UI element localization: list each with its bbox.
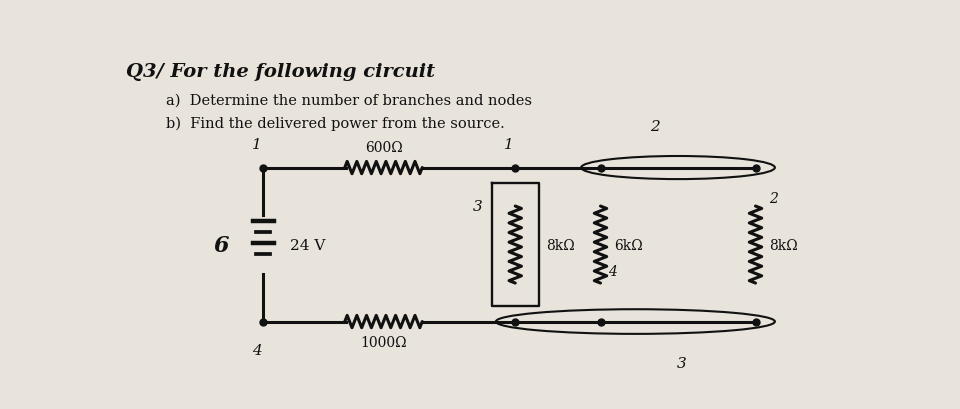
- Text: Q3/ For the following circuit: Q3/ For the following circuit: [126, 63, 435, 81]
- Text: 8kΩ: 8kΩ: [770, 238, 798, 252]
- Text: 4: 4: [609, 265, 617, 279]
- Text: 2: 2: [650, 119, 660, 134]
- Text: 6kΩ: 6kΩ: [614, 238, 643, 252]
- Text: 6: 6: [213, 234, 228, 256]
- Text: 8kΩ: 8kΩ: [546, 238, 575, 252]
- Text: 1: 1: [504, 137, 514, 151]
- Text: 600Ω: 600Ω: [365, 140, 402, 154]
- Text: 2: 2: [770, 192, 779, 206]
- Text: 24 V: 24 V: [291, 238, 325, 252]
- Text: 1: 1: [252, 137, 262, 151]
- Text: 3: 3: [677, 356, 686, 370]
- Text: 1000Ω: 1000Ω: [360, 336, 407, 350]
- Text: 3: 3: [473, 200, 483, 213]
- Text: b)  Find the delivered power from the source.: b) Find the delivered power from the sou…: [166, 117, 505, 131]
- Text: a)  Determine the number of branches and nodes: a) Determine the number of branches and …: [166, 94, 533, 108]
- Text: 4: 4: [252, 343, 262, 357]
